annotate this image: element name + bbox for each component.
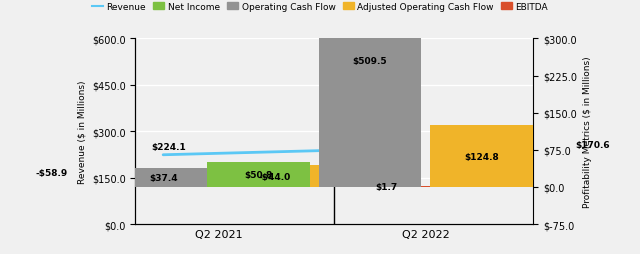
Text: $124.8: $124.8 xyxy=(464,152,499,161)
Text: $509.5: $509.5 xyxy=(353,57,387,66)
Text: $241.7: $241.7 xyxy=(345,137,380,146)
Text: -$44.0: -$44.0 xyxy=(259,172,291,181)
Text: $224.1: $224.1 xyxy=(152,142,186,151)
Bar xyxy=(112,169,214,187)
Bar xyxy=(430,126,533,187)
Text: $1.7: $1.7 xyxy=(375,182,397,191)
Bar xyxy=(335,186,437,187)
Bar xyxy=(207,162,310,187)
Y-axis label: Revenue ($ in Millions): Revenue ($ in Millions) xyxy=(77,80,86,183)
Text: $170.6: $170.6 xyxy=(575,141,611,150)
Text: $37.4: $37.4 xyxy=(149,173,177,183)
Bar xyxy=(319,0,421,187)
Text: $50.8: $50.8 xyxy=(244,170,273,179)
Legend: Revenue, Net Income, Operating Cash Flow, Adjusted Operating Cash Flow, EBITDA: Revenue, Net Income, Operating Cash Flow… xyxy=(88,0,552,15)
Bar xyxy=(541,103,640,187)
Bar xyxy=(223,166,326,187)
Bar xyxy=(1,158,103,187)
Y-axis label: Profitability Metrics ($ in Millions): Profitability Metrics ($ in Millions) xyxy=(582,56,591,207)
Text: -$58.9: -$58.9 xyxy=(36,168,68,177)
